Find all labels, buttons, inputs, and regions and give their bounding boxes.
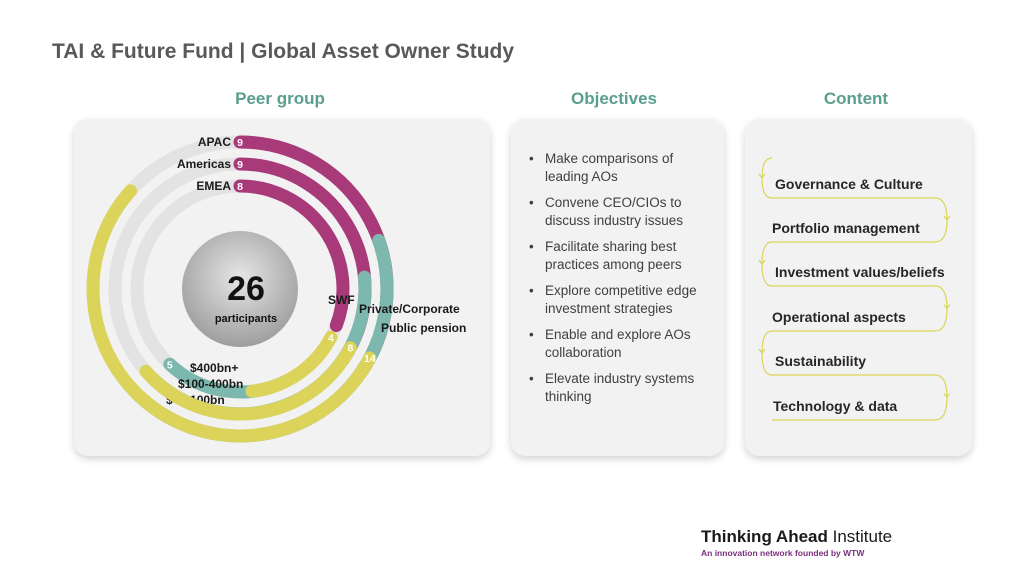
bullet-icon: • bbox=[529, 283, 534, 298]
content-item: Operational aspects bbox=[772, 309, 906, 325]
type-value-2: 8 bbox=[347, 343, 353, 355]
region-value-3: 8 bbox=[237, 181, 243, 193]
aum-label-1: $400bn+ bbox=[190, 361, 238, 375]
objectives-panel bbox=[511, 119, 724, 456]
type-label-3: Public pension bbox=[381, 321, 466, 335]
content-heading: Content bbox=[823, 89, 889, 108]
region-value-1: 9 bbox=[237, 137, 243, 149]
content-panel bbox=[745, 119, 972, 456]
objective-item: • Convene CEO/CIOs to discuss industry is… bbox=[527, 194, 717, 230]
objective-text: Convene CEO/CIOs to discuss industry iss… bbox=[545, 195, 684, 228]
objective-item: • Explore competitive edge investment str… bbox=[527, 282, 717, 318]
bullet-icon: • bbox=[529, 371, 534, 386]
page-title: TAI & Future Fund | Global Asset Owner S… bbox=[52, 40, 515, 63]
objectives-list: • Make comparisons of leading AOs • Convene… bbox=[527, 150, 717, 414]
bullet-icon: • bbox=[529, 239, 534, 254]
objective-text: Enable and explore AOs collaboration bbox=[545, 327, 691, 360]
region-label-1: APAC bbox=[198, 135, 231, 149]
content-item: Technology & data bbox=[773, 398, 898, 414]
objective-text: Elevate industry systems thinking bbox=[545, 371, 695, 404]
bullet-icon: • bbox=[529, 327, 534, 342]
content-item: Portfolio management bbox=[772, 220, 920, 236]
content-item: Sustainability bbox=[775, 353, 867, 369]
type-label-2: Private/Corporate bbox=[359, 302, 460, 316]
type-value-3: 14 bbox=[364, 353, 376, 365]
content-item: Governance & Culture bbox=[775, 176, 923, 192]
peer-group-heading: Peer group bbox=[235, 89, 325, 108]
type-arc-2 bbox=[139, 341, 357, 421]
content-item: Investment values/beliefs bbox=[775, 264, 945, 280]
type-arc-1 bbox=[245, 330, 338, 398]
brand-name-rest: Institute bbox=[827, 527, 893, 546]
type-arc-3 bbox=[86, 184, 377, 443]
type-value-1: 4 bbox=[328, 332, 334, 344]
region-value-2: 9 bbox=[237, 159, 243, 171]
objective-item: • Elevate industry systems thinking bbox=[527, 370, 717, 406]
participants-total: 26 bbox=[227, 270, 265, 308]
type-label-1: SWF bbox=[328, 293, 355, 307]
participants-label: participants bbox=[215, 313, 277, 325]
bullet-icon: • bbox=[529, 195, 534, 210]
objective-item: • Facilitate sharing best practices among… bbox=[527, 238, 717, 274]
brand-tagline: An innovation network founded by WTW bbox=[701, 548, 865, 558]
center-circle bbox=[182, 231, 298, 347]
aum-label-2: $100-400bn bbox=[178, 377, 243, 391]
brand-name-bold: Thinking Ahead bbox=[701, 527, 828, 546]
objective-item: • Make comparisons of leading AOs bbox=[527, 150, 717, 186]
bullet-icon: • bbox=[529, 151, 534, 166]
region-arc-3 bbox=[233, 179, 350, 332]
region-label-3: EMEA bbox=[196, 179, 231, 193]
brand-logo: Thinking Ahead Institute An innovation n… bbox=[701, 527, 892, 558]
objective-item: • Enable and explore AOs collaboration bbox=[527, 326, 717, 362]
objective-text: Explore competitive edge investment stra… bbox=[545, 283, 697, 316]
objectives-heading: Objectives bbox=[571, 89, 657, 108]
region-label-2: Americas bbox=[177, 157, 231, 171]
aum-value-1: 5 bbox=[167, 359, 173, 371]
objective-text: Facilitate sharing best practices among … bbox=[545, 239, 682, 272]
objective-text: Make comparisons of leading AOs bbox=[545, 151, 674, 184]
